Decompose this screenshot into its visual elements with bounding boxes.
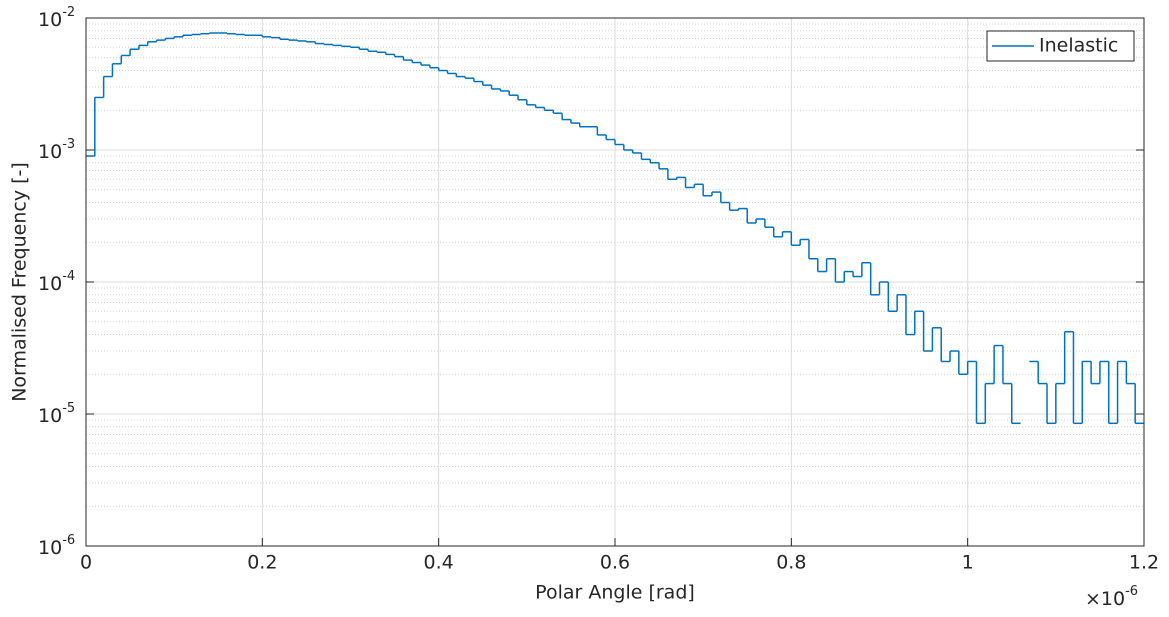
x-axis-label: Polar Angle [rad] [535,582,695,604]
x-tick-label: 1.2 [1129,552,1159,574]
y-tick-exponent: -4 [62,269,75,284]
y-tick-base: 10 [38,537,62,559]
y-tick-exponent: -3 [62,137,75,152]
x-multiplier: ×10-6 [1085,584,1138,610]
y-tick-label: 10-4 [38,269,75,295]
y-tick-base: 10 [38,141,62,163]
y-tick-exponent: -6 [62,533,75,548]
x-tick-label: 0 [80,552,92,574]
x-tick-label: 1 [962,552,974,574]
legend-label: Inelastic [1039,35,1118,57]
y-tick-base: 10 [38,273,62,295]
y-tick-label: 10-2 [38,5,75,31]
x-tick-label: 0.2 [247,552,277,574]
plot [86,32,1144,425]
y-tick-label: 10-5 [38,401,75,427]
y-tick-base: 10 [38,9,62,31]
grid [85,17,1145,547]
y-tick-label: 10-3 [38,137,75,163]
y-tick-exponent: -5 [62,401,75,416]
x-tick-label: 0.6 [600,552,630,574]
y-tick-exponent: -2 [62,5,75,20]
y-tick-label: 10-6 [38,533,75,559]
y-tick-base: 10 [38,405,62,427]
x-multiplier-base: ×10 [1085,588,1125,610]
x-tick-label: 0.8 [776,552,806,574]
x-multiplier-exponent: -6 [1125,584,1138,599]
x-tick-label: 0.4 [424,552,454,574]
y-axis-label: Normalised Frequency [-] [9,162,31,402]
legend: Inelastic [986,30,1135,62]
